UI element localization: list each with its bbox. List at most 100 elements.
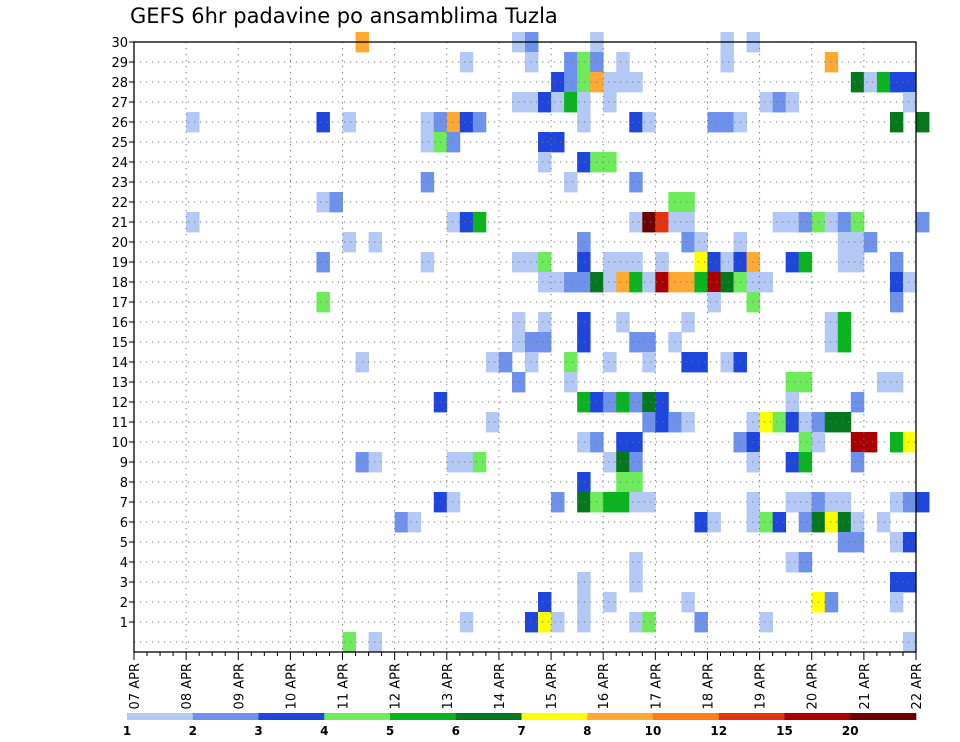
data-cell (798, 412, 813, 433)
data-cell (746, 492, 760, 513)
data-cell (824, 592, 839, 613)
data-cell (837, 512, 852, 533)
data-cell (824, 332, 839, 353)
y-tick-label: 16 (111, 316, 128, 331)
data-cell (772, 212, 787, 233)
data-cell (720, 252, 734, 273)
data-cell (746, 272, 760, 293)
y-tick-label: 12 (111, 396, 128, 411)
data-cell (642, 492, 656, 513)
data-cell (642, 392, 656, 413)
data-cell (459, 112, 474, 133)
data-cell (472, 112, 487, 133)
data-cell (316, 252, 330, 273)
data-cell (316, 292, 330, 313)
data-cell (837, 332, 852, 353)
x-tick-label: 07 APR (128, 663, 143, 709)
data-cell (707, 252, 721, 273)
y-tick-label: 15 (111, 336, 128, 351)
data-cell (551, 492, 565, 513)
data-cell (485, 352, 500, 373)
data-cell (407, 512, 422, 533)
data-cell (785, 452, 800, 473)
y-tick-label: 13 (111, 376, 128, 391)
data-cell (850, 392, 865, 413)
y-tick-label: 8 (120, 476, 128, 491)
data-cell (876, 512, 891, 533)
data-cell (446, 212, 461, 233)
data-cell (785, 372, 800, 393)
x-tick-label: 20 APR (806, 663, 821, 709)
data-cell (577, 492, 591, 513)
data-cell (368, 452, 383, 473)
data-cell (459, 52, 474, 73)
data-cell (759, 512, 774, 533)
data-cell (316, 112, 330, 133)
data-cell (863, 232, 878, 253)
x-tick-label: 19 APR (754, 663, 769, 709)
data-cell (694, 232, 708, 253)
data-cell (577, 112, 591, 133)
data-cell (759, 612, 774, 633)
data-cell (525, 92, 539, 113)
chart-title: GEFS 6hr padavine po ansamblima Tuzla (130, 4, 558, 28)
data-cell (603, 452, 617, 473)
data-cell (564, 52, 578, 73)
data-cell (629, 452, 643, 473)
data-cell (420, 172, 435, 193)
data-cell (850, 252, 865, 273)
x-tick-label: 14 APR (493, 663, 508, 709)
x-tick-label: 08 APR (180, 663, 195, 709)
y-tick-label: 24 (111, 156, 128, 171)
data-cell (850, 452, 865, 473)
data-cell (837, 252, 852, 273)
y-tick-label: 10 (111, 436, 128, 451)
data-cell (629, 572, 643, 593)
y-tick-label: 9 (120, 456, 128, 471)
y-tick-label: 4 (120, 556, 128, 571)
data-cell (577, 252, 591, 273)
data-cell (538, 332, 552, 353)
data-cell (629, 472, 643, 493)
x-tick-label: 13 APR (441, 663, 456, 709)
data-cell (746, 292, 760, 313)
data-cell (603, 592, 617, 613)
data-cell (629, 172, 643, 193)
x-tick-label: 21 APR (858, 663, 873, 709)
data-cell (785, 252, 800, 273)
data-cell (837, 232, 852, 253)
data-cell (329, 192, 343, 213)
data-cell (577, 612, 591, 633)
data-cell (525, 612, 539, 633)
data-cell (551, 132, 565, 153)
colorbar-segment (192, 713, 259, 720)
data-cell (616, 72, 630, 93)
data-cell (837, 412, 852, 433)
data-cell (577, 312, 591, 333)
data-cell (472, 452, 487, 473)
data-cell (876, 372, 891, 393)
data-cell (616, 52, 630, 73)
data-cell (707, 112, 721, 133)
y-tick-label: 6 (120, 516, 128, 531)
data-cell (629, 492, 643, 513)
colorbar-label: 7 (517, 724, 525, 738)
x-tick-label: 22 APR (910, 663, 925, 709)
data-cell (629, 332, 643, 353)
data-cell (564, 72, 578, 93)
data-cell (538, 152, 552, 173)
data-cell (538, 592, 552, 613)
data-cell (186, 212, 200, 233)
data-cell (342, 112, 356, 133)
data-cell (551, 612, 565, 633)
data-cell (186, 112, 200, 133)
data-cell (616, 392, 630, 413)
data-cell (485, 412, 500, 433)
data-cell (798, 492, 813, 513)
data-cell (525, 52, 539, 73)
colorbar-segment (718, 713, 785, 720)
data-cell (681, 412, 695, 433)
colorbar-label: 12 (710, 724, 727, 738)
colorbar-segment (653, 713, 720, 720)
data-cell (681, 232, 695, 253)
